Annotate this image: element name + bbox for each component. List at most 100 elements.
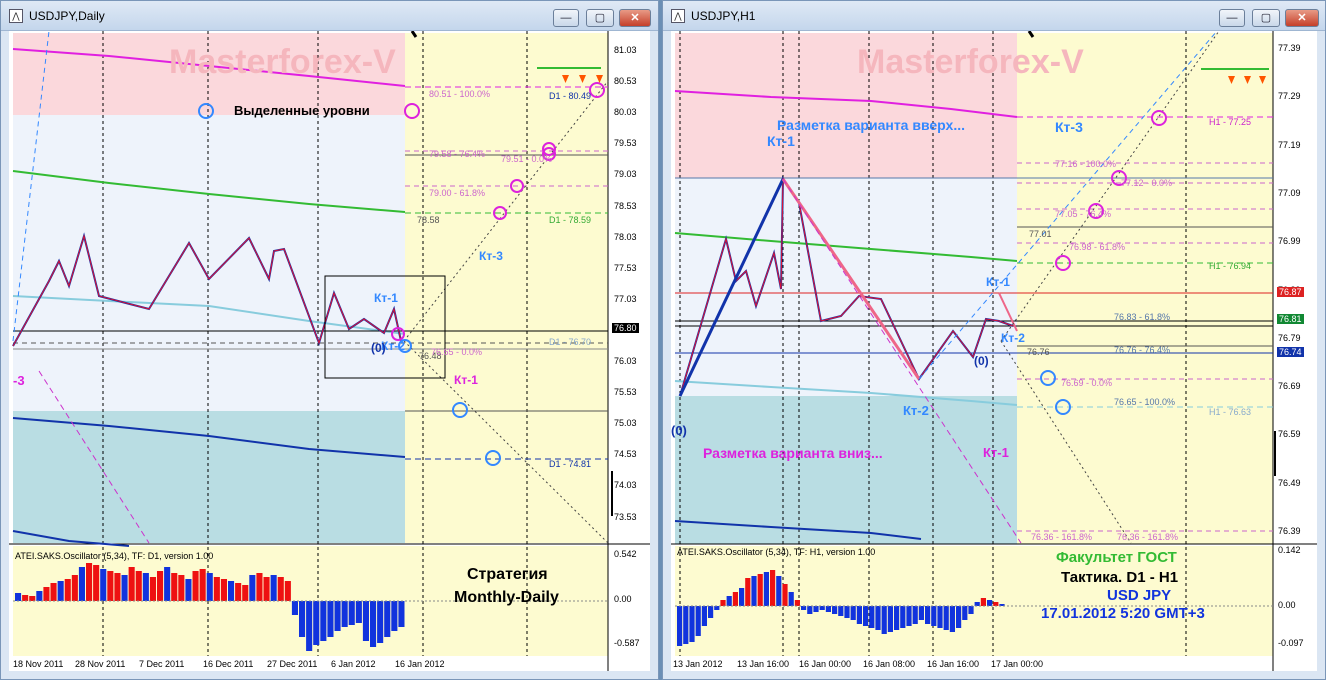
oscillator-bar (199, 569, 206, 601)
oscillator-bar (263, 577, 270, 601)
time-tick: 6 Jan 2012 (331, 659, 376, 669)
oscillator-bar (788, 592, 794, 606)
oscillator-bar (732, 592, 738, 606)
price-tick: 80.53 (614, 76, 637, 87)
time-tick: 16 Dec 2011 (203, 659, 254, 669)
oscillator-bar (937, 606, 943, 628)
right-chart-area[interactable]: Masterforex-V Разметка варианта вверх...… (671, 31, 1317, 671)
time-tick: 18 Nov 2011 (13, 659, 64, 669)
oscillator-bar (78, 567, 85, 601)
price-tick: 77.19 (1278, 139, 1301, 150)
oscillator-bar (863, 606, 869, 626)
oscillator-bar (813, 606, 819, 612)
oscillator-bar (93, 565, 100, 601)
oscillator-bar (242, 585, 249, 601)
price-tick: 74.53 (614, 449, 637, 460)
time-tick: 16 Jan 08:00 (863, 659, 916, 669)
oscillator-bar (178, 575, 185, 601)
level-7951: 79.51 - 0.0% (501, 154, 553, 164)
oscillator-bar (370, 601, 377, 647)
oscillator-bar (121, 575, 128, 601)
oscillator-bar (714, 606, 720, 610)
oscillator-bar (757, 574, 763, 606)
oscillator-bar (71, 575, 78, 601)
right-label-zero-b: (0) (974, 354, 989, 368)
oscillator-bar (850, 606, 856, 620)
oscillator-bar (968, 606, 974, 614)
oscillator-bar (962, 606, 968, 620)
minimize-button[interactable]: — (553, 9, 579, 27)
oscillator-bar (334, 601, 341, 631)
oscillator-bar (171, 573, 178, 601)
chart-window-icon: ⋀ (671, 9, 685, 23)
oscillator-bar (135, 571, 142, 601)
time-tick: 7 Dec 2011 (139, 659, 185, 669)
oscillator-bar (869, 606, 875, 628)
left-strategy-line1: Стратегия (467, 566, 548, 583)
left-label-kt1a: Кт-1 (374, 291, 398, 305)
close-button[interactable]: ✕ (1285, 9, 1319, 27)
price-tick: 76.03 (614, 356, 637, 366)
oscillator-bar (341, 601, 348, 627)
oscillator-bar (86, 563, 93, 601)
level-7705: 77.05 - 76.4% (1055, 209, 1112, 219)
right-titlebar[interactable]: ⋀ USDJPY,H1 — ▢ ✕ (663, 1, 1325, 31)
level-7712: 77.12 - 0.0% (1121, 178, 1173, 188)
oscillator-bar (164, 567, 171, 601)
right-label-zero-a: (0) (671, 423, 687, 438)
time-tick: 16 Jan 16:00 (927, 659, 980, 669)
left-chart-window[interactable]: ⋀ USDJPY,Daily — ▢ ✕ (0, 0, 659, 680)
right-chart-svg (671, 31, 1317, 671)
level-d1-7481: D1 - 74.81 (549, 459, 592, 469)
right-label-kt2b: Кт-2 (903, 403, 929, 418)
price-tag-green: 76.81 (1277, 314, 1304, 324)
right-date: 17.01.2012 5:20 GMT+3 (1041, 605, 1205, 622)
level-7900: 79.00 - 61.8% (429, 188, 486, 198)
price-tick: 76.69 (1278, 381, 1301, 392)
oscillator-bar (993, 602, 999, 606)
oscillator-bar (142, 573, 149, 601)
oscillator-bar (726, 596, 732, 606)
oscillator-bar (114, 573, 121, 601)
close-button[interactable]: ✕ (619, 9, 651, 27)
oscillator-bar (100, 569, 107, 601)
oscillator-bar (270, 575, 277, 601)
oscillator-bar (956, 606, 962, 628)
oscillator-bar (887, 606, 893, 632)
price-tick: 81.03 (614, 45, 637, 55)
oscillator-bar (15, 593, 22, 601)
left-chart-area[interactable]: Masterforex-V Выделенные уровни Стратеги… (9, 31, 650, 671)
right-watermark: Masterforex-V (857, 43, 1084, 81)
price-tick: 76.79 (1278, 332, 1301, 343)
level-7676: 76.76 (1027, 347, 1050, 357)
oscillator-bar (708, 606, 714, 618)
minimize-button[interactable]: — (1219, 9, 1245, 27)
maximize-button[interactable]: ▢ (1252, 9, 1280, 27)
level-7636a: 76.36 - 161.8% (1031, 532, 1093, 542)
price-tick: 79.03 (614, 169, 637, 180)
maximize-button[interactable]: ▢ (586, 9, 614, 27)
oscillator-bar (355, 601, 362, 623)
time-tick: 16 Jan 00:00 (799, 659, 852, 669)
right-osc-label: ATEI.SAKS.Oscillator (5,34), TF: H1, ver… (677, 547, 876, 557)
time-tick: 16 Jan 2012 (395, 659, 445, 669)
right-window-title: USDJPY,H1 (691, 9, 756, 23)
left-titlebar[interactable]: ⋀ USDJPY,Daily — ▢ ✕ (1, 1, 658, 31)
oscillator-bar (213, 577, 220, 601)
right-tactic: Тактика. D1 - H1 (1061, 569, 1179, 586)
oscillator-bar (701, 606, 707, 626)
oscillator-bar (900, 606, 906, 628)
right-chart-window[interactable]: ⋀ USDJPY,H1 — ▢ ✕ (662, 0, 1326, 680)
price-tick: 79.53 (614, 138, 637, 149)
price-tick: 77.53 (614, 262, 637, 273)
oscillator-bar (770, 570, 776, 606)
price-tick: 80.03 (614, 107, 637, 118)
oscillator-bar (128, 567, 135, 601)
left-current-price-tag: 76.80 (612, 323, 639, 333)
oscillator-bar (391, 601, 398, 631)
oscillator-bar (949, 606, 955, 632)
right-label-kt2: Кт-2 (1001, 331, 1025, 345)
level-h1-7725: H1 - 77.25 (1209, 117, 1252, 127)
right-label-kt3: Кт-3 (1055, 119, 1083, 135)
oscillator-bar (249, 575, 256, 601)
